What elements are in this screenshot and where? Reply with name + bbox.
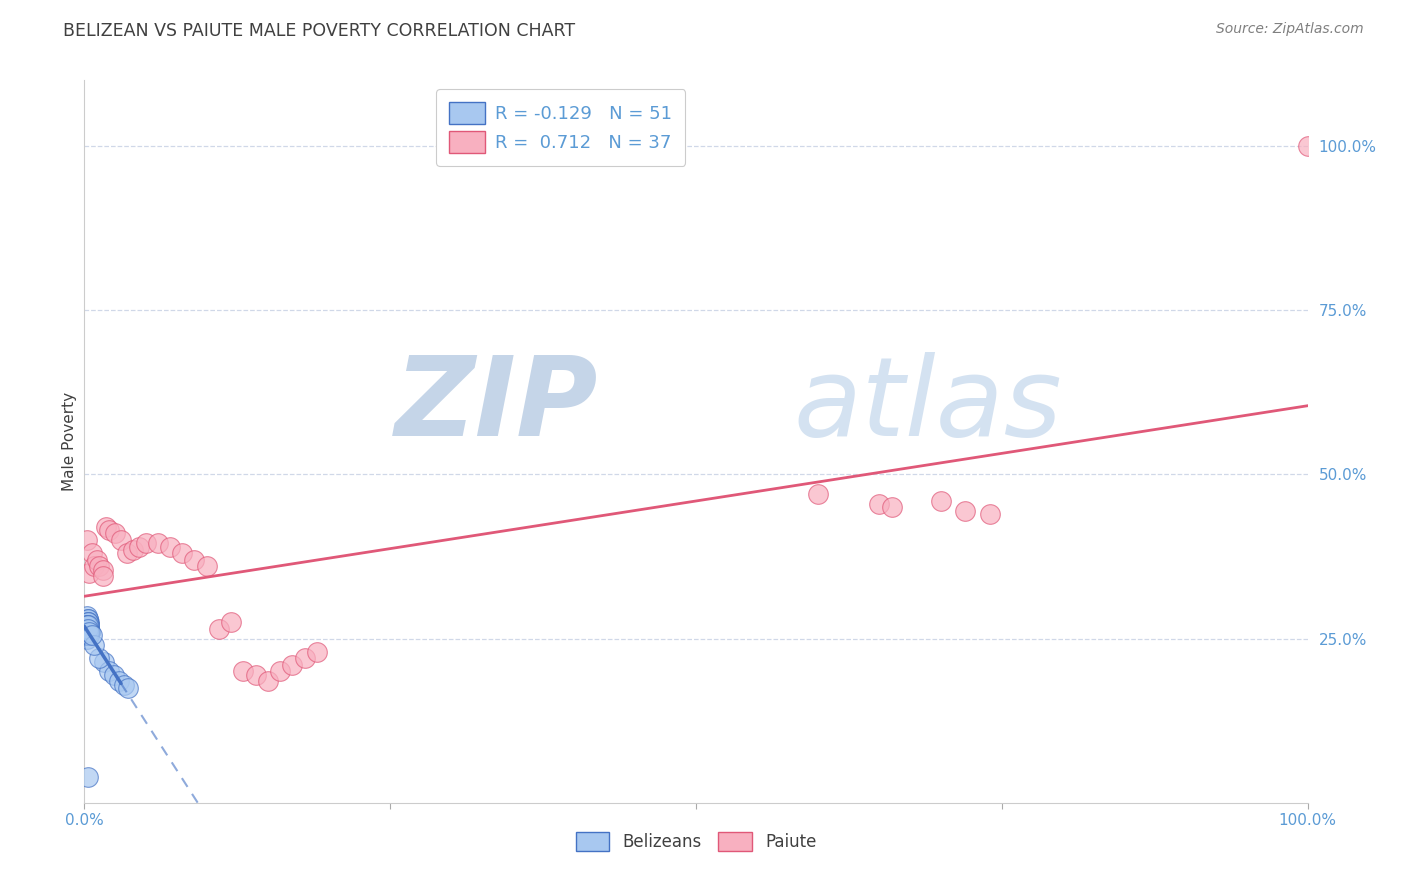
Point bbox=[77, 615, 100, 630]
Point bbox=[76, 618, 98, 632]
Point bbox=[269, 665, 291, 679]
Point bbox=[77, 625, 100, 640]
Point bbox=[79, 625, 101, 640]
Point bbox=[103, 667, 125, 681]
Point bbox=[110, 533, 132, 547]
Point bbox=[146, 536, 169, 550]
Point bbox=[953, 503, 976, 517]
Point bbox=[807, 487, 830, 501]
Point bbox=[76, 618, 98, 632]
Point bbox=[195, 559, 218, 574]
Point bbox=[80, 628, 103, 642]
Point bbox=[117, 681, 139, 695]
Point bbox=[77, 628, 100, 642]
Point bbox=[76, 608, 98, 623]
Point bbox=[257, 674, 280, 689]
Point bbox=[77, 618, 100, 632]
Point bbox=[77, 615, 100, 630]
Point bbox=[172, 546, 194, 560]
Text: atlas: atlas bbox=[794, 352, 1063, 458]
Point bbox=[77, 622, 100, 636]
Point bbox=[77, 628, 100, 642]
Point bbox=[1296, 139, 1319, 153]
Point bbox=[87, 559, 110, 574]
Point bbox=[77, 622, 100, 636]
Point bbox=[183, 553, 205, 567]
Point bbox=[77, 622, 100, 636]
Point bbox=[76, 622, 98, 636]
Point bbox=[76, 625, 98, 640]
Text: Source: ZipAtlas.com: Source: ZipAtlas.com bbox=[1216, 22, 1364, 37]
Point bbox=[77, 628, 100, 642]
Point bbox=[86, 553, 108, 567]
Legend: Belizeans, Paiute: Belizeans, Paiute bbox=[568, 823, 824, 860]
Point bbox=[77, 625, 100, 640]
Point bbox=[77, 622, 100, 636]
Point bbox=[77, 566, 100, 580]
Point bbox=[97, 523, 120, 537]
Point bbox=[77, 612, 100, 626]
Point bbox=[281, 657, 304, 672]
Point bbox=[77, 622, 100, 636]
Point bbox=[77, 615, 100, 630]
Point bbox=[115, 546, 138, 560]
Point bbox=[77, 625, 100, 640]
Point bbox=[77, 622, 100, 636]
Point bbox=[77, 612, 100, 626]
Point bbox=[232, 665, 254, 679]
Point bbox=[979, 507, 1001, 521]
Point bbox=[128, 540, 150, 554]
Point bbox=[77, 618, 100, 632]
Point bbox=[77, 622, 100, 636]
Point bbox=[79, 625, 101, 640]
Point bbox=[97, 665, 120, 679]
Point bbox=[77, 628, 100, 642]
Point bbox=[77, 625, 100, 640]
Point bbox=[208, 622, 231, 636]
Point bbox=[91, 563, 114, 577]
Point bbox=[77, 770, 100, 784]
Point bbox=[245, 667, 267, 681]
Point bbox=[83, 559, 105, 574]
Point bbox=[77, 615, 100, 630]
Point bbox=[76, 628, 98, 642]
Point bbox=[294, 651, 316, 665]
Point bbox=[122, 542, 145, 557]
Point bbox=[91, 569, 114, 583]
Point bbox=[869, 497, 891, 511]
Point bbox=[77, 622, 100, 636]
Point bbox=[87, 651, 110, 665]
Point bbox=[76, 632, 98, 646]
Point bbox=[219, 615, 242, 630]
Point bbox=[135, 536, 157, 550]
Point bbox=[93, 655, 115, 669]
Point bbox=[77, 622, 100, 636]
Text: BELIZEAN VS PAIUTE MALE POVERTY CORRELATION CHART: BELIZEAN VS PAIUTE MALE POVERTY CORRELAT… bbox=[63, 22, 575, 40]
Point bbox=[880, 500, 903, 515]
Point bbox=[77, 625, 100, 640]
Point bbox=[104, 526, 127, 541]
Point bbox=[77, 618, 100, 632]
Point bbox=[77, 628, 100, 642]
Point bbox=[159, 540, 181, 554]
Point bbox=[96, 520, 118, 534]
Point bbox=[305, 645, 328, 659]
Point bbox=[76, 533, 98, 547]
Y-axis label: Male Poverty: Male Poverty bbox=[62, 392, 77, 491]
Point bbox=[112, 677, 135, 691]
Point bbox=[83, 638, 105, 652]
Point bbox=[77, 625, 100, 640]
Point bbox=[77, 618, 100, 632]
Text: ZIP: ZIP bbox=[395, 352, 598, 458]
Point bbox=[77, 618, 100, 632]
Point bbox=[107, 674, 129, 689]
Point bbox=[929, 493, 952, 508]
Point bbox=[77, 618, 100, 632]
Point bbox=[80, 546, 103, 560]
